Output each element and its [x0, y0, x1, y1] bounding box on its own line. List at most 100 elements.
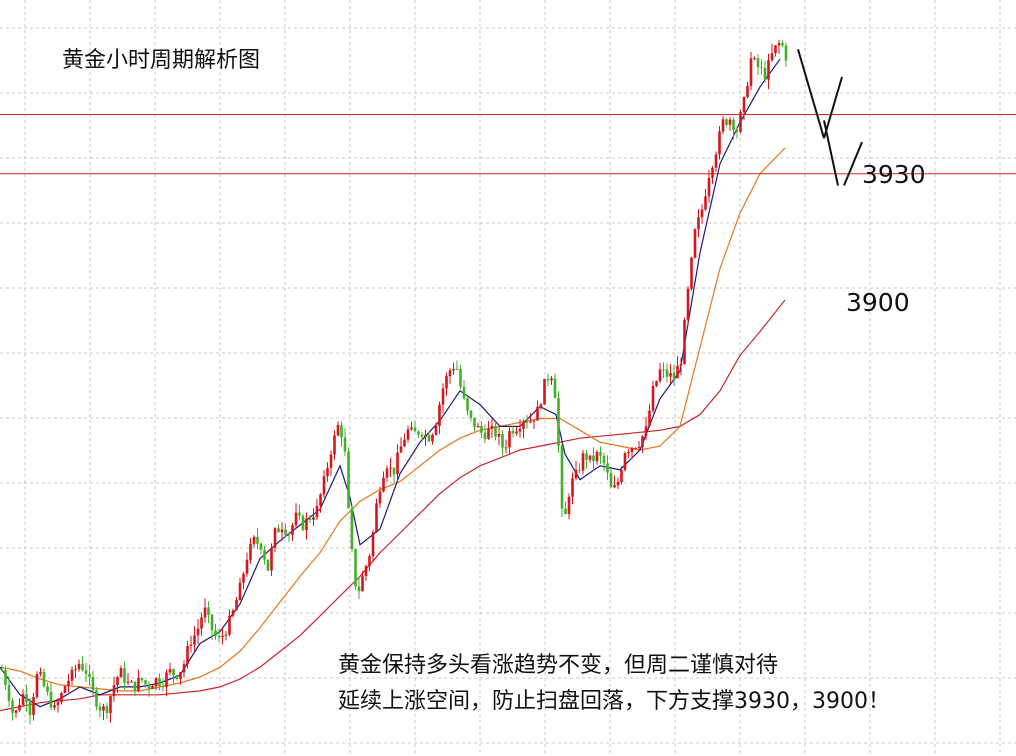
candle-body [39, 672, 42, 675]
candle-body [256, 536, 259, 544]
candle-body [252, 536, 256, 544]
candle-body [459, 368, 462, 387]
candle-body [140, 677, 144, 681]
candle-body [406, 429, 410, 440]
candle-body [182, 664, 186, 673]
candle-body [25, 694, 28, 703]
candle-body [560, 445, 564, 509]
candle-body [434, 425, 438, 435]
candle-body [672, 373, 676, 379]
candle-body [186, 645, 189, 665]
candle-body [63, 686, 67, 693]
candle-body [487, 428, 490, 439]
candle-body [578, 469, 581, 471]
candle-body [697, 217, 700, 230]
candle-body [749, 58, 753, 87]
candle-body [119, 668, 123, 678]
candle-body [725, 119, 728, 125]
candle-body [644, 426, 648, 437]
candle-body [686, 288, 690, 320]
candle-body [88, 673, 91, 677]
candle-body [158, 678, 161, 687]
candle-body [550, 378, 553, 381]
candle-body [539, 404, 543, 407]
candle-body [392, 467, 396, 475]
candle-body [217, 635, 221, 638]
candle-body [112, 685, 116, 697]
candle-body [483, 432, 487, 439]
candle-body [396, 452, 399, 475]
candle-body [602, 455, 606, 464]
candle-body [81, 663, 84, 671]
candle-body [382, 477, 385, 492]
candle-body [606, 463, 609, 473]
candle-body [21, 694, 25, 705]
candle-body [781, 43, 784, 46]
level-label-3900: 3900 [846, 288, 910, 317]
candle-body [756, 58, 760, 67]
candle-body [389, 467, 392, 469]
candle-body [56, 702, 60, 706]
candle-body [630, 448, 634, 452]
candle-body [84, 670, 88, 674]
candle-body [651, 386, 655, 411]
candle-body [294, 512, 298, 526]
candle-body [168, 669, 172, 673]
candle-body [357, 586, 361, 592]
candle-body [490, 425, 494, 429]
candle-body [364, 566, 368, 577]
candle-body [147, 684, 151, 689]
candle-body [4, 670, 7, 685]
analysis-note-line2: 延续上涨空间，防止扫盘回落，下方支撑3930，3900！ [338, 689, 890, 714]
candle-body [518, 428, 522, 432]
candle-body [322, 476, 326, 495]
candle-body [207, 607, 210, 615]
candle-body [126, 681, 130, 683]
candle-body [424, 435, 427, 437]
candle-body [763, 67, 767, 80]
candle-body [175, 675, 179, 679]
candle-body [662, 369, 665, 371]
candle-body [504, 447, 508, 449]
candle-body [648, 410, 651, 427]
candle-body [375, 503, 378, 533]
candle-body [242, 573, 245, 583]
candle-body [291, 525, 294, 535]
candle-body [123, 668, 126, 683]
candle-body [704, 196, 707, 210]
candle-body [371, 532, 375, 557]
candle-body [676, 365, 679, 379]
candle-body [609, 472, 613, 488]
candle-body [679, 364, 683, 366]
candle-body [413, 427, 417, 432]
candle-body [711, 167, 714, 178]
candle-body [333, 435, 336, 455]
candle-body [214, 630, 217, 636]
candle-body [266, 559, 270, 571]
candle-body [11, 700, 14, 713]
candle-body [770, 53, 774, 61]
candle-body [231, 610, 235, 616]
candle-body [420, 434, 424, 437]
candle-body [746, 86, 749, 97]
candle-body [690, 257, 693, 289]
candle-body [368, 556, 371, 567]
candle-body [347, 451, 350, 508]
candle-body [14, 710, 18, 713]
candle-body [735, 130, 739, 132]
candle-body [28, 702, 32, 716]
candle-body [466, 398, 469, 411]
candle-body [18, 704, 21, 711]
candle-body [70, 669, 74, 681]
candle-body [658, 369, 662, 382]
candle-body [361, 576, 364, 592]
candle-body [522, 422, 525, 429]
candle-body [574, 469, 578, 479]
support-levels [0, 114, 1016, 175]
candle-body [151, 686, 154, 689]
candle-body [497, 434, 501, 437]
candle-body [329, 454, 333, 468]
forecast-segment [843, 141, 863, 186]
candle-body [196, 628, 200, 636]
